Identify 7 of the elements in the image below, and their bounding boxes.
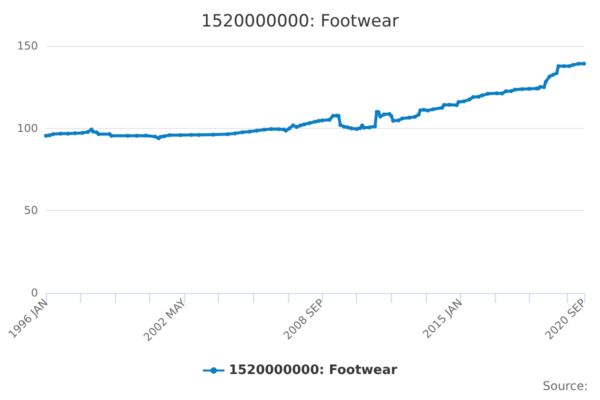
y-tick-label: 150	[17, 40, 38, 52]
chart-title: 1520000000: Footwear	[201, 12, 399, 32]
source-note: Source:	[542, 379, 588, 393]
y-tick-label: 0	[31, 286, 38, 300]
y-tick-label: 100	[17, 122, 38, 135]
y-tick-label: 50	[24, 204, 38, 218]
legend-label: 1520000000: Footwear	[228, 363, 398, 378]
